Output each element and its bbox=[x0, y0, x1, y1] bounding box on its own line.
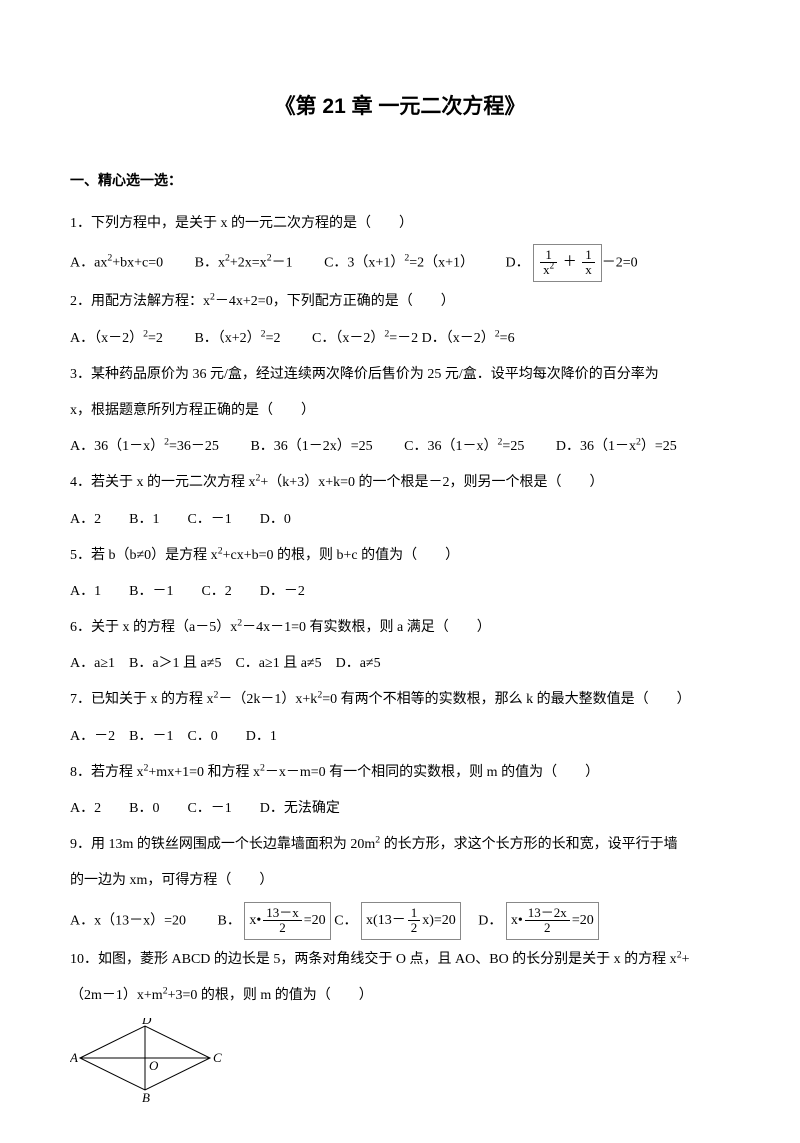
q9-optB-box: x•13－x2=20 bbox=[244, 902, 330, 940]
q2-stem: 2．用配方法解方程：x2－4x+2=0，下列配方正确的是（ ） bbox=[70, 286, 730, 318]
q6-options: A．a≥1 B．a＞1 且 a≠5 C．a≥1 且 a≠5 D．a≠5 bbox=[70, 648, 730, 680]
label-D: D bbox=[141, 1018, 152, 1027]
q10-diagram: A D C B O bbox=[70, 1018, 730, 1103]
q7-stem: 7．已知关于 x 的方程 x2－（2k－1）x+k2=0 有两个不相等的实数根，… bbox=[70, 684, 730, 716]
q10-line1: 10．如图，菱形 ABCD 的边长是 5，两条对角线交于 O 点，且 AO、BO… bbox=[70, 944, 730, 976]
page: 《第 21 章 一元二次方程》 一、精心选一选： 1．下列方程中，是关于 x 的… bbox=[0, 0, 800, 1143]
q1-plus: ＋ bbox=[563, 255, 577, 270]
q3-options: A．36（1－x）2=36－25 B．36（1－2x）=25 C．36（1－x）… bbox=[70, 431, 730, 463]
q1-options: A．ax2+bx+c=0 B．x2+2x=x2－1 C．3（x+1）2=2（x+… bbox=[70, 244, 730, 282]
q1-optD-tail: －2=0 bbox=[602, 256, 638, 271]
label-A: A bbox=[70, 1050, 78, 1065]
q4-options: A．2 B．1 C．－1 D．0 bbox=[70, 504, 730, 536]
q1-optD-box: 1x2 ＋ 1x bbox=[533, 244, 602, 282]
page-title: 《第 21 章 一元二次方程》 bbox=[70, 90, 730, 120]
section-heading: 一、精心选一选： bbox=[70, 170, 730, 190]
q9-optD-box: x•13－2x2=20 bbox=[506, 902, 599, 940]
q3-line1: 3．某种药品原价为 36 元/盒，经过连续两次降价后售价为 25 元/盒．设平均… bbox=[70, 359, 730, 391]
q2-options: A．（x－2）2=2 B．（x+2）2=2 C．（x－2）2=－2 D．（x－2… bbox=[70, 323, 730, 355]
q5-stem: 5．若 b（b≠0）是方程 x2+cx+b=0 的根，则 b+c 的值为（ ） bbox=[70, 540, 730, 572]
q1-stem: 1．下列方程中，是关于 x 的一元二次方程的是（ ） bbox=[70, 208, 730, 240]
q1-optA-post: +bx+c=0 bbox=[112, 256, 163, 271]
label-C: C bbox=[213, 1050, 222, 1065]
q3-line2: x，根据题意所列方程正确的是（ ） bbox=[70, 395, 730, 427]
q1-optD-pre: D． bbox=[506, 256, 530, 271]
q9-line1: 9．用 13m 的铁丝网围成一个长边靠墙面积为 20m2 的长方形，求这个长方形… bbox=[70, 829, 730, 861]
q1-optC-pre: C．3（x+1） bbox=[324, 256, 404, 271]
q6-stem: 6．关于 x 的方程（a－5）x2－4x－1=0 有实数根，则 a 满足（ ） bbox=[70, 612, 730, 644]
q1-optB-pre: B．x bbox=[195, 256, 225, 271]
q1-optA-pre: A．ax bbox=[70, 256, 107, 271]
q7-options: A．－2 B．－1 C．0 D．1 bbox=[70, 721, 730, 753]
q9-options: A．x（13－x）=20 B． x•13－x2=20 C． x(13－12x)=… bbox=[70, 902, 730, 940]
q1-optB-mid: +2x=x bbox=[230, 256, 267, 271]
q1-frac2: 1x bbox=[580, 248, 597, 278]
q4-stem: 4．若关于 x 的一元二次方程 x2+（k+3）x+k=0 的一个根是－2，则另… bbox=[70, 467, 730, 499]
q1-optC-post: =2（x+1） bbox=[409, 256, 474, 271]
q8-stem: 8．若方程 x2+mx+1=0 和方程 x2－x－m=0 有一个相同的实数根，则… bbox=[70, 757, 730, 789]
q5-options: A．1 B．－1 C．2 D．－2 bbox=[70, 576, 730, 608]
rhombus-icon: A D C B O bbox=[70, 1018, 225, 1103]
q9-line2: 的一边为 xm，可得方程（ ） bbox=[70, 865, 730, 897]
q10-line2: （2m－1）x+m2+3=0 的根，则 m 的值为（ ） bbox=[70, 980, 730, 1012]
q9-optC-box: x(13－12x)=20 bbox=[361, 902, 461, 940]
label-B: B bbox=[142, 1090, 150, 1103]
label-O: O bbox=[149, 1058, 159, 1073]
q8-options: A．2 B．0 C．－1 D．无法确定 bbox=[70, 793, 730, 825]
q1-frac1: 1x2 bbox=[538, 248, 559, 278]
q1-optB-post: －1 bbox=[272, 256, 293, 271]
